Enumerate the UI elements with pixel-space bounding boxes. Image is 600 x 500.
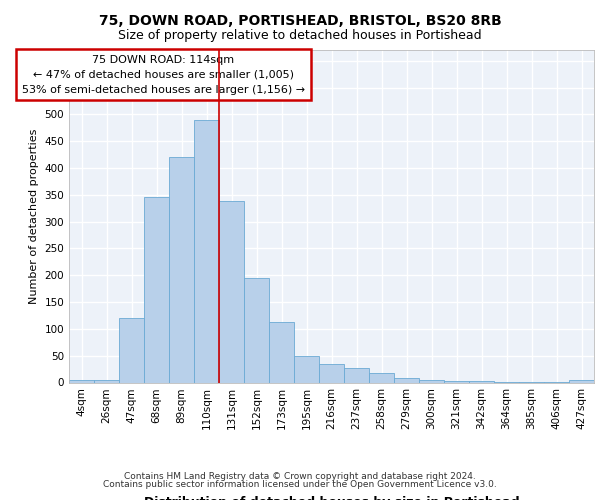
Text: 75, DOWN ROAD, PORTISHEAD, BRISTOL, BS20 8RB: 75, DOWN ROAD, PORTISHEAD, BRISTOL, BS20… <box>98 14 502 28</box>
Bar <box>394 378 419 382</box>
Bar <box>294 356 319 382</box>
Bar <box>94 380 119 382</box>
Bar <box>369 373 394 382</box>
Bar <box>169 158 194 382</box>
Bar <box>444 381 469 382</box>
Bar <box>419 380 444 382</box>
Bar <box>194 120 219 382</box>
Text: Contains HM Land Registry data © Crown copyright and database right 2024.: Contains HM Land Registry data © Crown c… <box>124 472 476 481</box>
Bar <box>144 198 169 382</box>
Bar <box>119 318 144 382</box>
Text: Contains public sector information licensed under the Open Government Licence v3: Contains public sector information licen… <box>103 480 497 489</box>
Bar <box>319 364 344 382</box>
X-axis label: Distribution of detached houses by size in Portishead: Distribution of detached houses by size … <box>143 496 520 500</box>
Bar <box>269 322 294 382</box>
Bar <box>219 201 244 382</box>
Text: Size of property relative to detached houses in Portishead: Size of property relative to detached ho… <box>118 29 482 42</box>
Y-axis label: Number of detached properties: Number of detached properties <box>29 128 39 304</box>
Bar <box>344 368 369 382</box>
Text: 75 DOWN ROAD: 114sqm
← 47% of detached houses are smaller (1,005)
53% of semi-de: 75 DOWN ROAD: 114sqm ← 47% of detached h… <box>22 55 305 94</box>
Bar <box>69 380 94 382</box>
Bar <box>569 380 594 382</box>
Bar <box>244 278 269 382</box>
